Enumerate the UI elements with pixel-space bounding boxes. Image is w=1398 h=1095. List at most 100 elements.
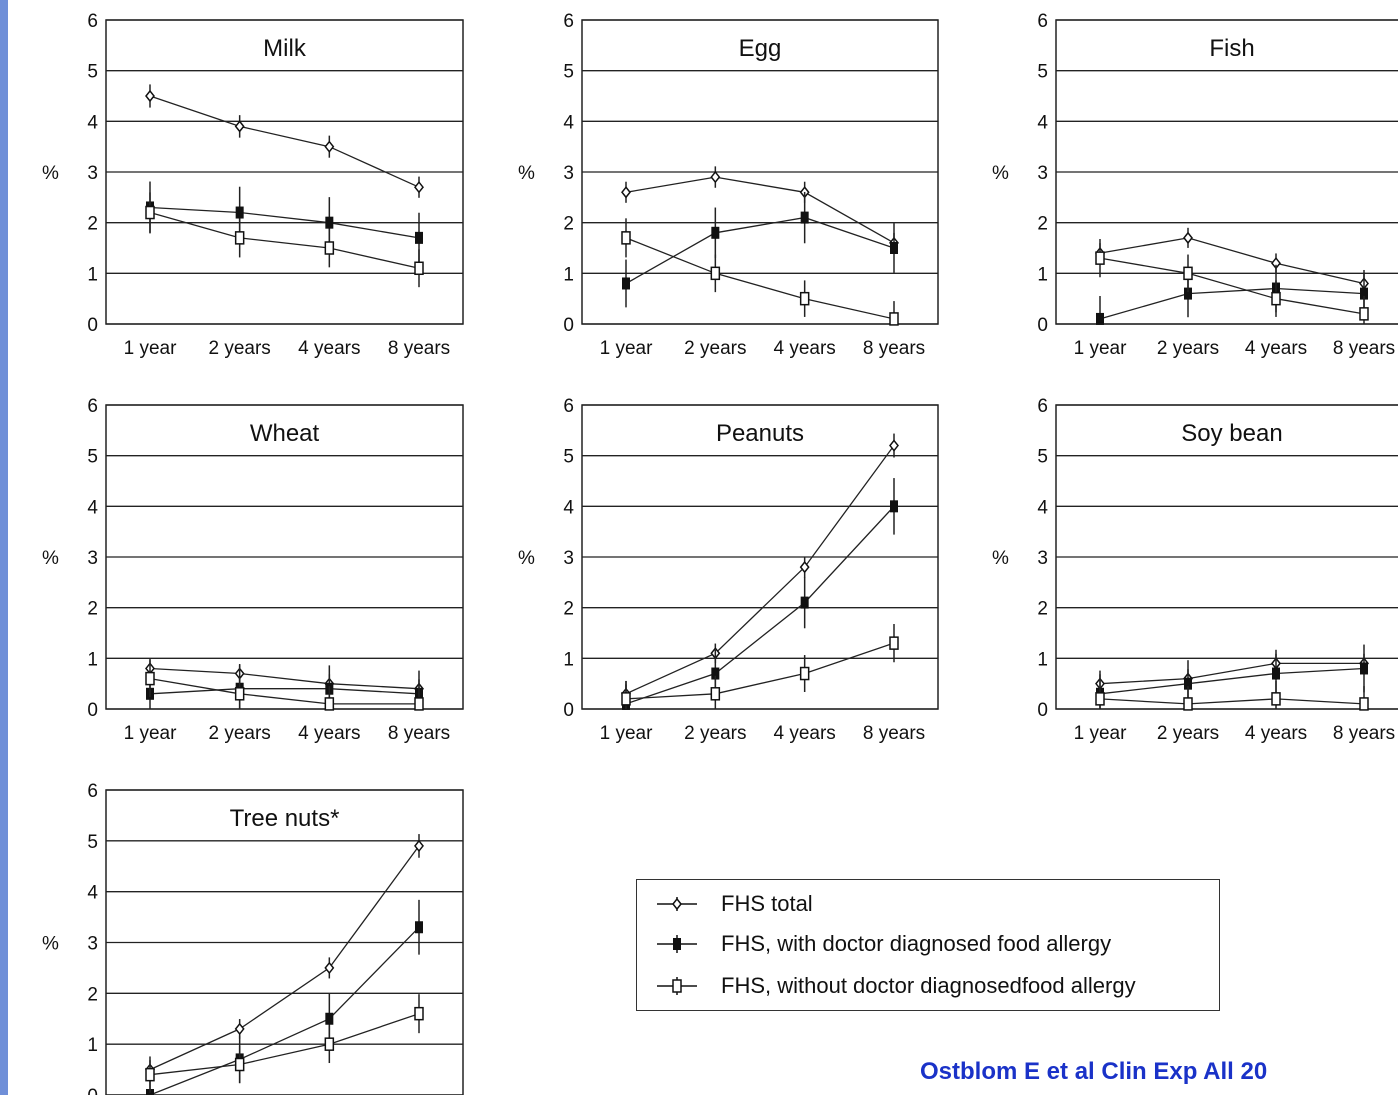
data-point (621, 231, 631, 245)
y-tick-label: 0 (1037, 315, 1048, 336)
legend-label: FHS total (721, 891, 813, 916)
series-line (149, 211, 420, 269)
x-tick-label: 4 years (774, 338, 836, 359)
y-tick-label: 5 (563, 447, 574, 468)
x-tick-label: 8 years (388, 338, 450, 359)
series-line (625, 505, 895, 705)
series-line (149, 1013, 420, 1076)
plot-frame (1055, 19, 1398, 325)
x-tick-label: 4 years (1245, 723, 1307, 744)
y-axis-label: % (992, 548, 1009, 569)
data-point (889, 312, 899, 326)
series-line (149, 845, 420, 1071)
data-point (710, 266, 721, 281)
y-tick-label: 4 (87, 112, 98, 133)
y-tick-label: 4 (87, 497, 98, 518)
y-tick-label: 5 (87, 832, 98, 853)
y-tick-label: 3 (1037, 548, 1048, 569)
x-tick-label: 2 years (209, 338, 271, 359)
data-point (324, 140, 335, 153)
data-point (1359, 307, 1369, 321)
legend: FHS total FHS, with doctor diagnosed foo… (636, 879, 1220, 1011)
x-tick-label: 2 years (684, 723, 746, 744)
legend-label: FHS, without doctor diagnosedfood allerg… (721, 973, 1136, 998)
plot-frame (105, 789, 464, 1095)
y-tick-label: 5 (1037, 447, 1048, 468)
data-point (234, 1057, 245, 1072)
legend-item-with-diagnosis: FHS, with doctor diagnosed food allergy (637, 924, 1111, 964)
series-line (625, 176, 895, 244)
plot-frame (581, 404, 939, 710)
y-tick-label: 6 (87, 11, 98, 32)
data-point (621, 186, 631, 199)
y-tick-label: 2 (87, 984, 98, 1005)
legend-marker-open-square (657, 977, 697, 995)
y-tick-label: 1 (87, 264, 98, 285)
data-point (710, 687, 721, 701)
x-tick-label: 1 year (124, 338, 177, 359)
data-point (799, 291, 810, 306)
data-point (1271, 291, 1281, 306)
series-line (149, 926, 420, 1095)
data-point (890, 500, 898, 513)
y-tick-label: 5 (563, 62, 574, 83)
data-point (415, 231, 423, 244)
y-tick-label: 5 (87, 62, 98, 83)
data-point (1095, 692, 1105, 706)
series-line (1099, 698, 1365, 705)
series-line (625, 216, 895, 285)
y-axis-label: % (42, 163, 59, 184)
y-tick-label: 2 (1037, 599, 1048, 620)
x-tick-label: 4 years (1245, 338, 1307, 359)
panel-title: Tree nuts* (230, 805, 340, 832)
y-tick-label: 0 (87, 700, 98, 721)
data-point (324, 1037, 335, 1051)
series-line (149, 677, 419, 705)
data-point (1184, 287, 1192, 300)
x-tick-label: 1 year (600, 723, 653, 744)
y-tick-label: 1 (1037, 264, 1048, 285)
series-line (149, 95, 420, 188)
y-tick-label: 0 (87, 1086, 98, 1095)
data-point (325, 1012, 334, 1025)
legend-label: FHS, with doctor diagnosed food allergy (721, 931, 1112, 956)
y-axis-label: % (518, 548, 535, 569)
series-line (149, 206, 420, 239)
x-tick-label: 4 years (298, 723, 360, 744)
legend-item-fhs-total: FHS total (637, 884, 813, 924)
x-tick-label: 4 years (774, 723, 836, 744)
x-tick-label: 8 years (1333, 723, 1395, 744)
series-line (625, 237, 895, 320)
series-line (625, 642, 895, 700)
y-tick-label: 2 (1037, 214, 1048, 235)
legend-marker-filled-square (657, 935, 697, 953)
series-line (1099, 237, 1365, 285)
series-line (1099, 662, 1364, 685)
x-tick-label: 8 years (388, 723, 450, 744)
data-point (1184, 677, 1192, 690)
series-line (1099, 257, 1365, 315)
panel-title: Milk (263, 35, 307, 62)
data-point (324, 697, 335, 711)
y-tick-label: 6 (563, 11, 574, 32)
data-point (799, 666, 810, 681)
y-tick-label: 4 (563, 112, 574, 133)
y-axis-label: % (42, 934, 59, 955)
x-tick-label: 1 year (600, 338, 653, 359)
y-tick-label: 1 (87, 649, 98, 670)
data-point (1183, 697, 1193, 711)
x-tick-label: 8 years (863, 338, 925, 359)
y-tick-label: 6 (1037, 11, 1048, 32)
data-point (325, 216, 334, 229)
y-tick-label: 1 (87, 1035, 98, 1056)
x-tick-label: 8 years (1333, 338, 1395, 359)
legend-marker-diamond (657, 897, 697, 911)
panel-title: Fish (1209, 35, 1254, 62)
legend-item-without-diagnosis: FHS, without doctor diagnosedfood allerg… (637, 966, 1136, 1006)
data-point (1271, 692, 1281, 706)
x-tick-label: 2 years (684, 338, 746, 359)
data-point (1183, 231, 1193, 245)
data-point (800, 211, 809, 224)
data-point (889, 636, 899, 650)
plot-frame (105, 19, 464, 325)
